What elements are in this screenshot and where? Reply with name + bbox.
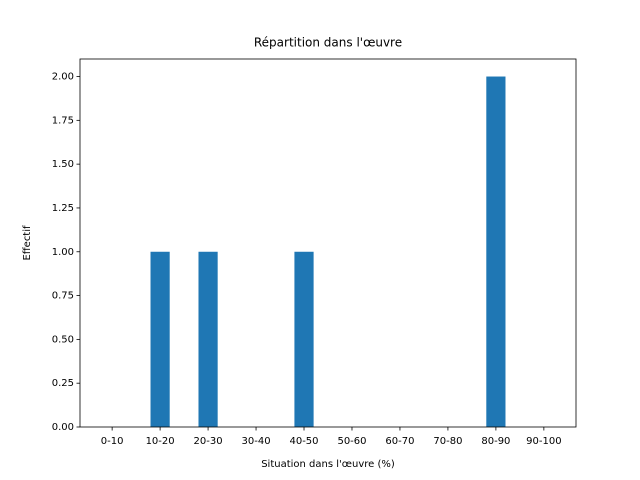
x-tick-label: 10-20 xyxy=(146,436,175,447)
x-tick-label: 80-90 xyxy=(481,436,510,447)
bar xyxy=(486,76,506,428)
x-tick-label: 0-10 xyxy=(101,436,124,447)
bar xyxy=(198,251,218,427)
x-tick-label: 50-60 xyxy=(337,436,366,447)
y-tick-label: 0.50 xyxy=(52,334,74,345)
x-axis-label: Situation dans l'œuvre (%) xyxy=(261,459,395,470)
x-tick-label: 20-30 xyxy=(194,436,223,447)
y-tick-label: 0.00 xyxy=(52,422,74,433)
y-axis-label: Effectif xyxy=(22,225,33,261)
plot-frame xyxy=(79,58,577,428)
bar xyxy=(294,251,314,427)
chart-title: Répartition dans l'œuvre xyxy=(254,36,402,50)
y-tick-label: 0.75 xyxy=(52,291,74,302)
x-tick-label: 90-100 xyxy=(526,436,561,447)
x-tick-label: 40-50 xyxy=(289,436,318,447)
y-tick-label: 1.75 xyxy=(52,115,74,126)
bar xyxy=(150,251,170,427)
y-tick-label: 0.25 xyxy=(52,378,74,389)
y-tick-label: 1.00 xyxy=(52,247,74,258)
x-tick-label: 30-40 xyxy=(242,436,271,447)
y-tick-label: 2.00 xyxy=(52,72,74,83)
y-tick-label: 1.25 xyxy=(52,203,74,214)
x-tick-label: 70-80 xyxy=(433,436,462,447)
y-tick-label: 1.50 xyxy=(52,159,74,170)
x-tick-label: 60-70 xyxy=(385,436,414,447)
